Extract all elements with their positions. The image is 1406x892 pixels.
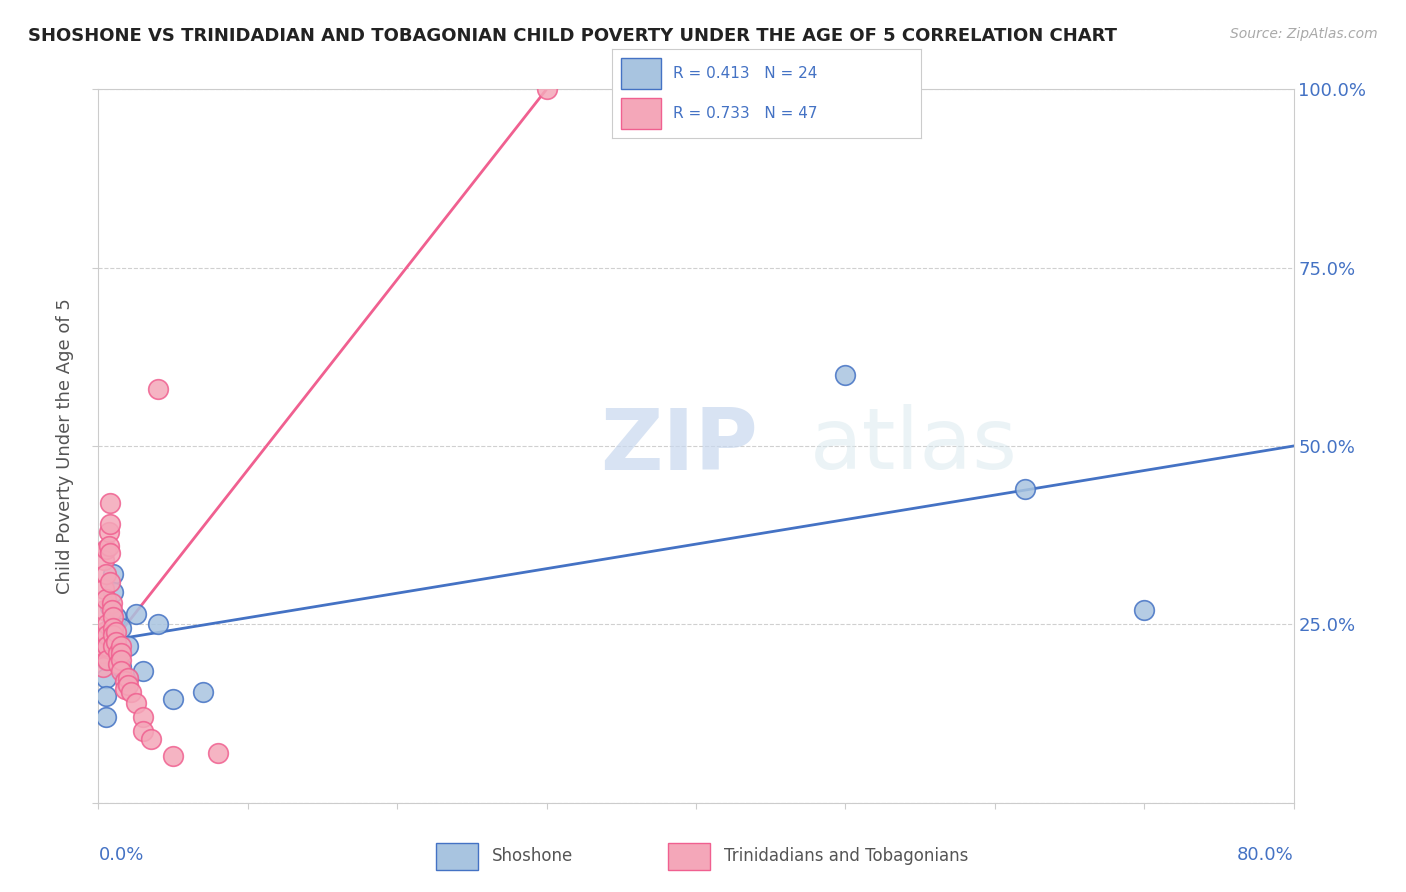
- Text: ZIP: ZIP: [600, 404, 758, 488]
- Point: [148, 617, 170, 632]
- Point: [110, 621, 132, 635]
- Point: [94, 671, 117, 685]
- Text: Trinidadians and Tobagonians: Trinidadians and Tobagonians: [724, 847, 969, 865]
- Text: R = 0.413   N = 24: R = 0.413 N = 24: [673, 66, 818, 80]
- Point: [100, 546, 122, 560]
- Point: [117, 671, 139, 685]
- Point: [107, 646, 129, 660]
- Text: SHOSHONE VS TRINIDADIAN AND TOBAGONIAN CHILD POVERTY UNDER THE AGE OF 5 CORRELAT: SHOSHONE VS TRINIDADIAN AND TOBAGONIAN C…: [28, 27, 1118, 45]
- Point: [105, 635, 128, 649]
- Point: [103, 621, 125, 635]
- Point: [97, 539, 120, 553]
- Bar: [621, 98, 661, 129]
- Point: [94, 592, 117, 607]
- Point: [1014, 482, 1036, 496]
- Point: [93, 553, 115, 567]
- Text: 0.0%: 0.0%: [98, 846, 143, 863]
- Bar: [621, 58, 661, 89]
- Point: [91, 660, 114, 674]
- Point: [132, 710, 155, 724]
- Point: [94, 653, 117, 667]
- Point: [101, 603, 124, 617]
- Point: [105, 624, 128, 639]
- Point: [536, 82, 558, 96]
- Point: [834, 368, 856, 382]
- Text: Source: ZipAtlas.com: Source: ZipAtlas.com: [1230, 27, 1378, 41]
- Point: [94, 689, 117, 703]
- Point: [100, 496, 122, 510]
- Point: [96, 653, 118, 667]
- Point: [117, 678, 139, 692]
- Y-axis label: Child Poverty Under the Age of 5: Child Poverty Under the Age of 5: [56, 298, 75, 594]
- Point: [105, 632, 128, 646]
- Point: [103, 585, 125, 599]
- Point: [110, 639, 132, 653]
- Point: [94, 639, 117, 653]
- Point: [117, 639, 139, 653]
- Point: [93, 582, 115, 596]
- Point: [100, 574, 122, 589]
- Point: [107, 657, 129, 671]
- Point: [94, 542, 117, 557]
- Point: [114, 674, 136, 689]
- Text: Shoshone: Shoshone: [492, 847, 574, 865]
- Point: [139, 731, 162, 746]
- Text: atlas: atlas: [810, 404, 1018, 488]
- Point: [91, 646, 114, 660]
- Point: [94, 646, 117, 660]
- Point: [103, 567, 125, 582]
- Point: [1133, 603, 1156, 617]
- Point: [97, 524, 120, 539]
- Point: [100, 517, 122, 532]
- Point: [148, 382, 170, 396]
- Point: [110, 646, 132, 660]
- Point: [94, 567, 117, 582]
- Point: [125, 607, 148, 621]
- Point: [91, 639, 114, 653]
- Point: [100, 599, 122, 614]
- Point: [162, 749, 184, 764]
- Text: R = 0.733   N = 47: R = 0.733 N = 47: [673, 106, 818, 120]
- Point: [117, 671, 139, 685]
- Point: [96, 628, 118, 642]
- Bar: [436, 843, 478, 870]
- Point: [110, 664, 132, 678]
- Point: [207, 746, 229, 760]
- Point: [93, 603, 115, 617]
- Point: [100, 621, 122, 635]
- Point: [94, 710, 117, 724]
- Point: [120, 685, 142, 699]
- Point: [103, 610, 125, 624]
- Point: [103, 639, 125, 653]
- Bar: [668, 843, 710, 870]
- Point: [191, 685, 214, 699]
- Point: [103, 628, 125, 642]
- Text: 80.0%: 80.0%: [1237, 846, 1294, 863]
- Point: [132, 664, 155, 678]
- Point: [101, 596, 124, 610]
- Point: [125, 696, 148, 710]
- Point: [96, 617, 118, 632]
- Point: [105, 610, 128, 624]
- Point: [132, 724, 155, 739]
- Point: [110, 660, 132, 674]
- Point: [96, 639, 118, 653]
- Point: [114, 681, 136, 696]
- Point: [110, 653, 132, 667]
- Point: [162, 692, 184, 706]
- Point: [93, 624, 115, 639]
